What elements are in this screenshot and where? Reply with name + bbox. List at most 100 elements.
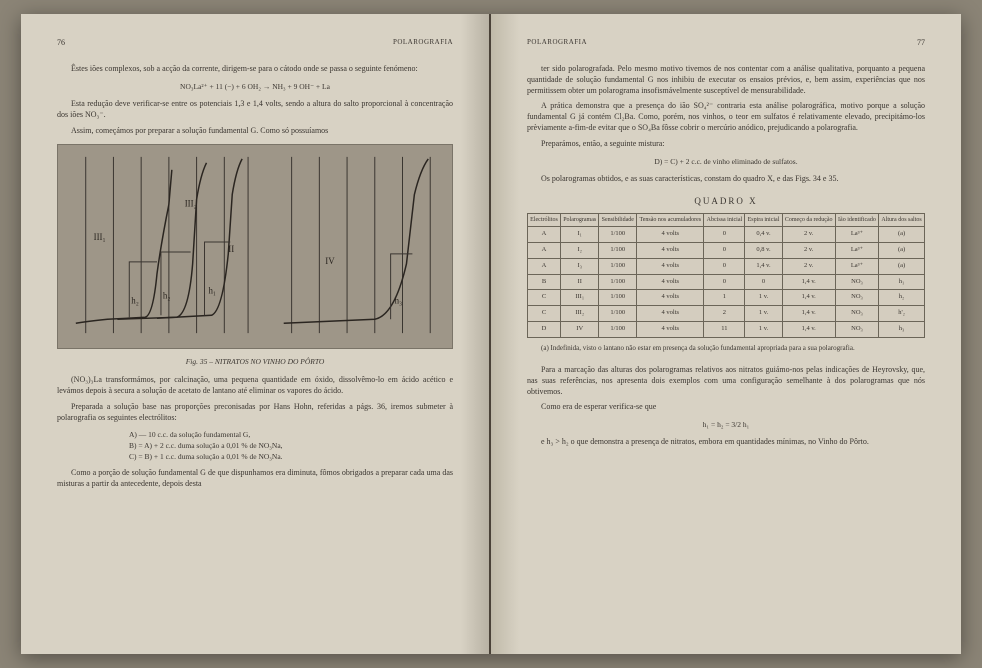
table-cell: 1 v. [745,306,782,322]
table-cell: 1,4 v. [782,274,835,290]
table-cell: NO₃ [835,321,878,337]
left-content: Êstes iões complexos, sob a acção da cor… [57,64,453,490]
table-cell: III₂ [561,306,599,322]
table-cell: 2 v. [782,227,835,243]
table-cell: 0 [704,227,745,243]
table-header: Começo da redução [782,213,835,227]
svg-text:III₁: III₁ [94,232,106,242]
svg-text:h₁: h₁ [208,286,216,296]
table-cell: 0,4 v. [745,227,782,243]
paragraph: Assim, começámos por preparar a solução … [57,126,453,137]
table-cell: II [561,274,599,290]
table-header: Altura dos saltos [879,213,925,227]
table-header: Polarogramas [561,213,599,227]
paragraph: Como a porção de solução fundamental G d… [57,468,453,490]
table-cell: 1,4 v. [782,321,835,337]
list-item: B) = A) + 2 c.c. duma solução a 0,01 % d… [129,441,453,451]
table-cell: 2 v. [782,258,835,274]
table-cell: 1/100 [599,258,637,274]
table-header: Sensibilidade [599,213,637,227]
table-cell: NO₃ [835,306,878,322]
table-cell: A [528,258,561,274]
table-cell: La³⁺ [835,243,878,259]
table-cell: NO₃ [835,290,878,306]
table-cell: 0 [704,274,745,290]
paragraph: Esta redução deve verificar-se entre os … [57,99,453,121]
svg-text:IV: IV [325,256,335,266]
book-spread: 76 POLAROGRAFIA Êstes iões complexos, so… [21,14,961,654]
table-cell: 0 [704,243,745,259]
svg-text:II: II [228,244,234,254]
table-row: CIII₁1/1004 volts11 v.1,4 v.NO₃h₂ [528,290,925,306]
list-item: A) — 10 c.c. da solução fundamental G, [129,430,453,440]
table-cell: 4 volts [637,243,704,259]
table-cell: D [528,321,561,337]
paragraph: Êstes iões complexos, sob a acção da cor… [57,64,453,75]
table-cell: A [528,243,561,259]
svg-text:III₂: III₂ [185,199,197,209]
table-footnote: (a) Indefinida, visto o lantano não esta… [527,344,925,353]
table-cell: 1/100 [599,227,637,243]
list-item: C) = B) + 1 c.c. duma solução a 0,01 % d… [129,452,453,462]
table-cell: 1 v. [745,290,782,306]
left-page: 76 POLAROGRAFIA Êstes iões complexos, so… [21,14,491,654]
table-row: DIV1/1004 volts111 v.1,4 v.NO₃h₃ [528,321,925,337]
table-cell: IV [561,321,599,337]
table-row: AI₃1/1004 volts01,4 v.2 v.La³⁺(a) [528,258,925,274]
table-cell: 1,4 v. [782,290,835,306]
paragraph: Como era de esperar verifica-se que [527,402,925,413]
svg-text:h₂: h₂ [163,291,171,301]
svg-text:h₃: h₃ [395,296,403,306]
table-cell: 1/100 [599,243,637,259]
formula: D) = C) + 2 c.c. de vinho eliminado de s… [527,157,925,167]
table-cell: 2 [704,306,745,322]
table-cell: 1/100 [599,321,637,337]
list-block: A) — 10 c.c. da solução fundamental G, B… [129,430,453,462]
table-row: AI₂1/1004 volts00,8 v.2 v.La³⁺(a) [528,243,925,259]
table-cell: 4 volts [637,306,704,322]
table-cell: 0 [704,258,745,274]
table-header: Tensão nos acumuladores [637,213,704,227]
table-row: BII1/1004 volts001,4 v.NO₃h₁ [528,274,925,290]
right-content: ter sido polarografada. Pelo mesmo motiv… [527,64,925,448]
table-row: AI₁1/1004 volts00,4 v.2 v.La³⁺(a) [528,227,925,243]
table-cell: (a) [879,258,925,274]
table-cell: 1 v. [745,321,782,337]
table-cell: C [528,306,561,322]
table-cell: 4 volts [637,274,704,290]
table-header: Ião identificado [835,213,878,227]
paragraph: ter sido polarografada. Pelo mesmo motiv… [527,64,925,96]
table-header: Electrólitos [528,213,561,227]
table-cell: La³⁺ [835,258,878,274]
table-cell: 11 [704,321,745,337]
paragraph: Para a marcação das alturas dos polarogr… [527,365,925,397]
paragraph: (NO₃)₃La transformámos, por calcinação, … [57,375,453,397]
table-cell: I₃ [561,258,599,274]
table-cell: 2 v. [782,243,835,259]
table-cell: 1/100 [599,306,637,322]
table-cell: 1 [704,290,745,306]
paragraph: e h₃ > h₂ o que demonstra a presença de … [527,437,925,448]
table-cell: I₂ [561,243,599,259]
page-number: 77 [917,38,925,49]
quadro-x-table: ElectrólitosPolarogramasSensibilidadeTen… [527,213,925,338]
table-cell: I₁ [561,227,599,243]
table-header: Espira inicial [745,213,782,227]
table-cell: B [528,274,561,290]
table-cell: 0 [745,274,782,290]
table-cell: (a) [879,243,925,259]
table-cell: 4 volts [637,227,704,243]
table-cell: 1/100 [599,290,637,306]
table-cell: (a) [879,227,925,243]
paragraph: Preparada a solução base nas proporções … [57,402,453,424]
table-cell: La³⁺ [835,227,878,243]
table-cell: 4 volts [637,290,704,306]
table-cell: h₃ [879,321,925,337]
formula: h₁ = h₂ = 3/2 h₁ [527,420,925,430]
paragraph: Preparámos, então, a seguinte mistura: [527,139,925,150]
table-cell: 1,4 v. [745,258,782,274]
table-cell: 0,8 v. [745,243,782,259]
table-row: CIII₂1/1004 volts21 v.1,4 v.NO₃h'₂ [528,306,925,322]
polarogram-figure: III₁ h₂ h₂ III₂ h₁ II IV h₃ [57,144,453,349]
right-page: 77 POLAROGRAFIA ter sido polarografada. … [491,14,961,654]
